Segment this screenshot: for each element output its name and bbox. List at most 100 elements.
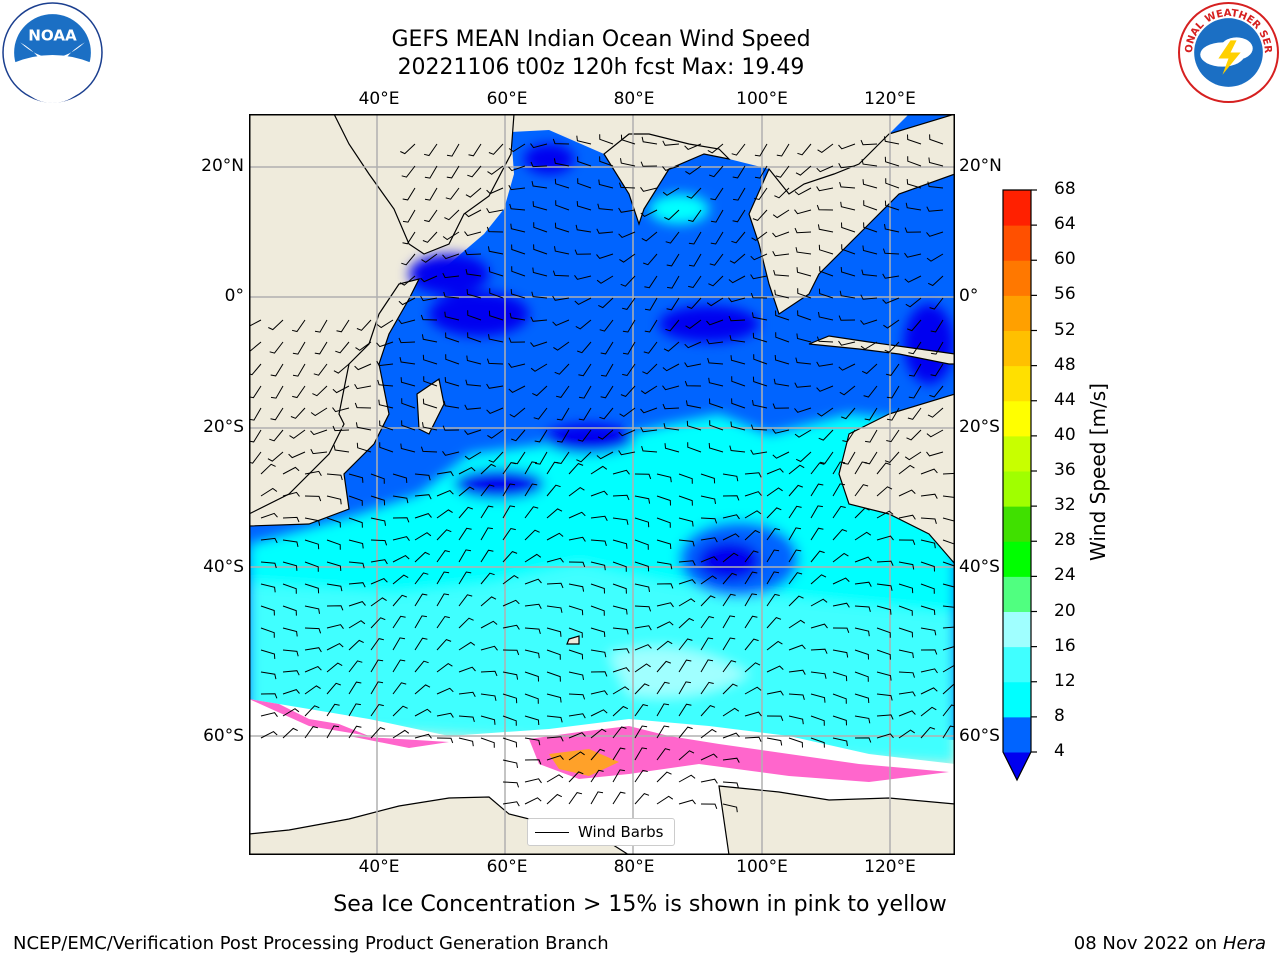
lat-label-left-20s: 20°S bbox=[203, 417, 244, 437]
colorbar-segment bbox=[1003, 716, 1031, 753]
wind-barb bbox=[465, 379, 482, 387]
wind-barb bbox=[774, 354, 790, 365]
wind-barb bbox=[270, 363, 284, 377]
wind-barb bbox=[766, 593, 780, 607]
wind-barb bbox=[810, 623, 828, 629]
wind-barb bbox=[865, 429, 878, 443]
wind-barb bbox=[634, 539, 649, 550]
wind-barb bbox=[618, 429, 636, 437]
wind-barb bbox=[556, 429, 570, 443]
wind-barb bbox=[838, 315, 856, 321]
wind-barb bbox=[634, 625, 652, 631]
wind-barb bbox=[282, 561, 298, 571]
wind-barb bbox=[270, 385, 284, 399]
wind-barb bbox=[898, 710, 916, 717]
wind-barb bbox=[810, 462, 825, 475]
wind-barb bbox=[436, 639, 452, 651]
wind-barb bbox=[599, 407, 614, 420]
wind-barb bbox=[854, 605, 871, 612]
wind-barb bbox=[510, 289, 526, 299]
wind-barb bbox=[597, 203, 614, 211]
wind-barb bbox=[401, 398, 416, 409]
wind-barb bbox=[442, 253, 460, 260]
wind-barb bbox=[752, 332, 768, 343]
wind-barb bbox=[907, 407, 922, 420]
wind-barb bbox=[817, 407, 834, 417]
wind-barb bbox=[556, 407, 570, 421]
wind-barb bbox=[907, 319, 922, 332]
wind-barb bbox=[862, 245, 878, 255]
wind-barb bbox=[486, 187, 504, 195]
nws-logo-icon: NATIONAL WEATHER SERVICE bbox=[1178, 2, 1279, 103]
wind-barb bbox=[530, 341, 548, 347]
wind-barb bbox=[640, 187, 658, 192]
wind-barb bbox=[774, 187, 790, 199]
wind-barb bbox=[524, 797, 542, 805]
wind-barb bbox=[546, 582, 564, 589]
wind-barb bbox=[568, 583, 585, 592]
wind-barb bbox=[392, 594, 407, 607]
wind-barb bbox=[414, 473, 431, 481]
wind-barb bbox=[530, 363, 548, 372]
wind-barb bbox=[597, 429, 614, 440]
wind-barb bbox=[486, 358, 504, 365]
wind-barb bbox=[700, 537, 718, 543]
wind-barb bbox=[399, 356, 416, 365]
wind-barb bbox=[942, 472, 955, 475]
wind-barb bbox=[356, 442, 372, 453]
wind-barb bbox=[348, 495, 363, 506]
wind-barb bbox=[568, 536, 586, 542]
wind-barb bbox=[656, 473, 672, 483]
colorbar-tick-label: 8 bbox=[1054, 705, 1065, 726]
wind-barb bbox=[810, 648, 828, 654]
wind-barb bbox=[832, 505, 846, 519]
wind-barb bbox=[926, 253, 944, 262]
wind-barb bbox=[575, 319, 592, 330]
wind-barb bbox=[840, 266, 856, 277]
wind-barb bbox=[555, 200, 570, 211]
wind-barb bbox=[700, 778, 718, 784]
lat-label-right-40s: 40°S bbox=[959, 557, 1000, 577]
wind-barb bbox=[282, 727, 298, 739]
wind-barb bbox=[908, 363, 922, 377]
wind-barb bbox=[546, 715, 563, 723]
wind-barb bbox=[577, 156, 592, 167]
lat-label-left-20n: 20°N bbox=[201, 156, 244, 176]
map-frame bbox=[249, 114, 955, 855]
legend-label: Wind Barbs bbox=[578, 823, 664, 841]
wind-barb bbox=[750, 253, 768, 261]
wind-barb bbox=[876, 583, 893, 591]
wind-barb bbox=[643, 253, 658, 266]
wind-barb bbox=[664, 209, 680, 221]
wind-barb bbox=[775, 165, 790, 178]
wind-barb bbox=[810, 527, 824, 541]
wind-barb bbox=[773, 269, 790, 277]
wind-barb bbox=[640, 427, 658, 433]
wind-barb bbox=[700, 495, 716, 504]
wind-barb bbox=[861, 159, 878, 167]
wind-barb bbox=[908, 341, 922, 355]
wind-barb bbox=[700, 681, 714, 695]
wind-barb bbox=[333, 444, 350, 453]
wind-barb bbox=[524, 461, 538, 475]
wind-barb bbox=[622, 341, 636, 355]
wind-barb bbox=[854, 461, 868, 475]
wind-barb bbox=[568, 649, 584, 660]
colorbar-label: Wind Speed [m/s] bbox=[1086, 383, 1110, 561]
wind-barb bbox=[898, 489, 916, 497]
wind-barbs bbox=[249, 134, 955, 813]
wind-barb bbox=[370, 559, 388, 565]
wind-barb bbox=[788, 644, 806, 651]
wind-barb bbox=[304, 705, 320, 717]
wind-barb bbox=[861, 269, 878, 277]
colorbar-segment bbox=[1003, 611, 1031, 648]
wind-barb bbox=[348, 582, 366, 588]
wind-barb bbox=[502, 715, 517, 726]
wind-barb bbox=[656, 725, 670, 739]
wind-barb bbox=[766, 617, 782, 629]
wind-barb bbox=[554, 178, 570, 189]
wind-barb bbox=[810, 483, 824, 497]
wind-barb bbox=[467, 310, 482, 321]
wind-barb bbox=[574, 297, 592, 306]
wind-speed-colorbar bbox=[1002, 189, 1037, 782]
